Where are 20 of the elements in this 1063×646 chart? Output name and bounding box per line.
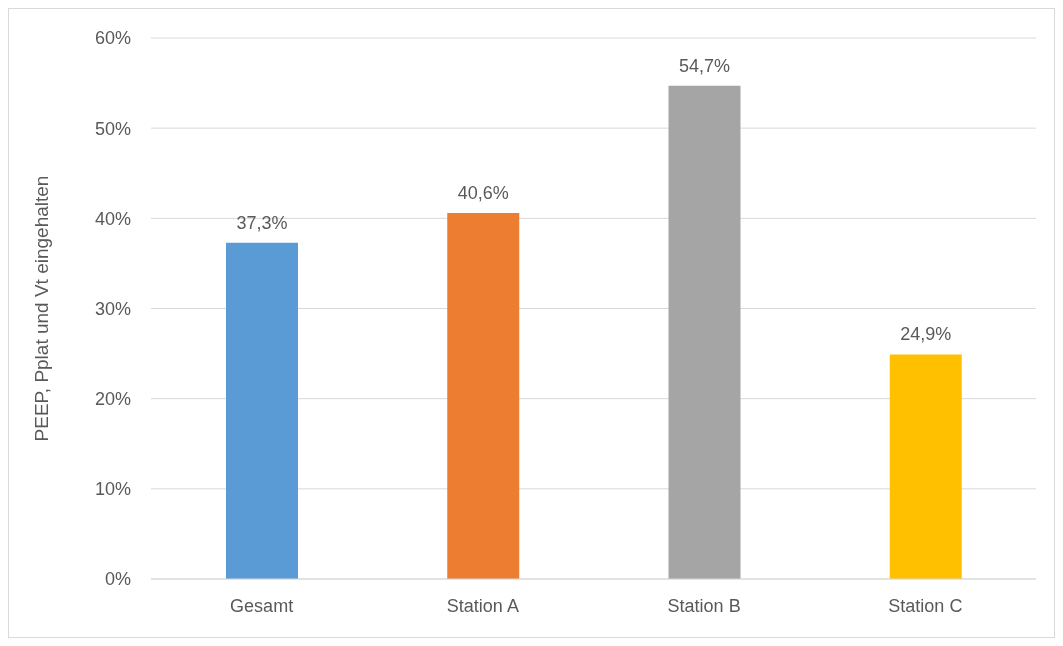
y-tick-label: 0%: [104, 569, 131, 590]
x-tick-label: Station C: [888, 595, 963, 616]
y-tick-label: 50%: [94, 118, 131, 139]
y-tick-label: 60%: [94, 28, 131, 49]
x-tick-label: Station A: [446, 595, 519, 616]
x-tick-label: Gesamt: [230, 595, 294, 616]
bar: [447, 212, 520, 579]
x-tick-label: Station B: [667, 595, 741, 616]
data-label: 24,9%: [900, 324, 952, 345]
data-label: 37,3%: [236, 212, 288, 233]
y-tick-label: 10%: [94, 479, 131, 500]
y-tick-label: 40%: [94, 208, 131, 229]
data-label: 40,6%: [457, 182, 509, 203]
bar: [226, 242, 298, 579]
bar: [889, 354, 962, 579]
bar: [668, 85, 741, 579]
data-label: 54,7%: [678, 55, 731, 76]
y-tick-label: 30%: [94, 298, 131, 319]
y-tick-label: 20%: [94, 389, 131, 410]
y-axis-title: PEEP, Pplat und Vt eingehalten: [30, 175, 52, 442]
